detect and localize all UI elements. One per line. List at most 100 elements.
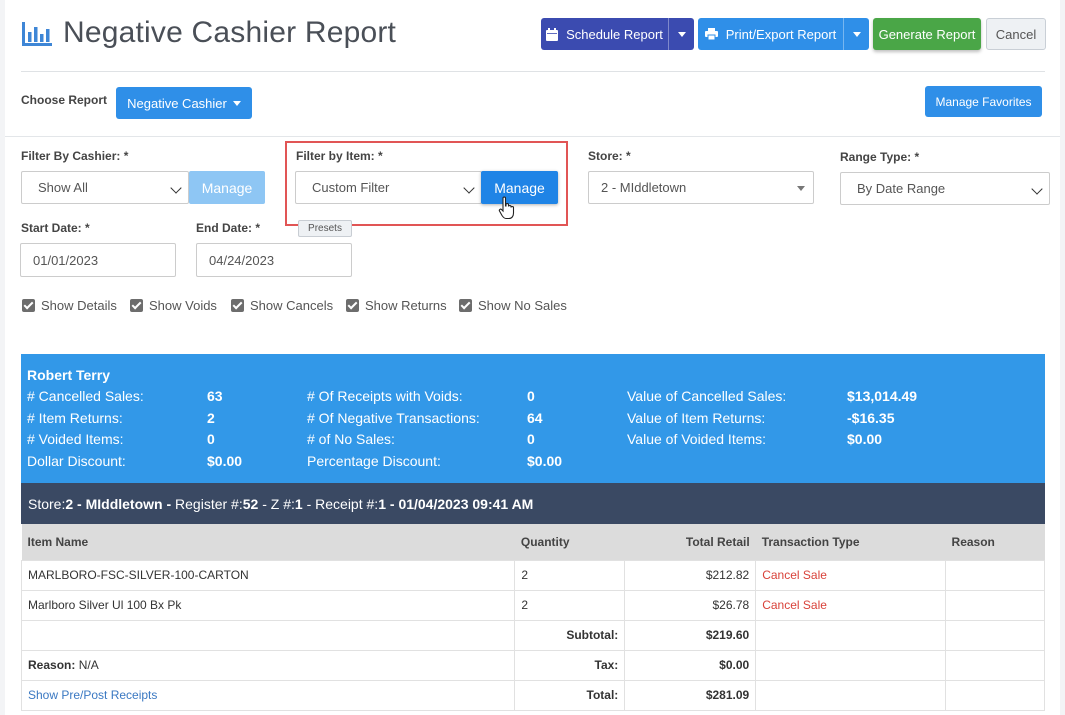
voided-items-value: 0: [207, 431, 215, 447]
manage-cashier-button[interactable]: Manage: [189, 171, 265, 204]
col-reason: Reason: [945, 524, 1045, 560]
receipt-header-bar: Store: 2 - MIddletown - Register #: 52 -…: [21, 483, 1045, 524]
item-name-cell: MARLBORO-FSC-SILVER-100-CARTON: [20, 559, 516, 591]
divider: [21, 71, 1045, 72]
total-label: Total:: [514, 679, 626, 711]
item-returns-label: # Item Returns:: [27, 410, 123, 426]
end-date-label: End Date: *: [196, 221, 261, 235]
cashier-summary-panel: Robert Terry # Cancelled Sales: 63 # Ite…: [21, 354, 1045, 484]
reason-summary-value: N/A: [78, 658, 99, 672]
show-no-sales-checkbox[interactable]: Show No Sales: [459, 298, 567, 313]
presets-button[interactable]: Presets: [298, 220, 352, 237]
manage-favorites-button[interactable]: Manage Favorites: [925, 86, 1042, 117]
divider: [5, 136, 1060, 137]
cancel-button[interactable]: Cancel: [986, 18, 1046, 50]
calendar-icon: [546, 27, 559, 41]
voided-items-label: # Voided Items:: [27, 431, 124, 447]
show-returns-label: Show Returns: [365, 298, 447, 313]
no-sales-label: # of No Sales:: [307, 431, 395, 447]
col-quantity: Quantity: [514, 524, 625, 560]
value-returns-value: -$16.35: [847, 410, 895, 426]
schedule-report-button[interactable]: Schedule Report: [541, 18, 694, 50]
schedule-dropdown-toggle[interactable]: [668, 18, 694, 50]
reason-summary-cell: Reason: N/A: [20, 649, 516, 681]
show-cancels-label: Show Cancels: [250, 298, 334, 313]
store-label: Store: *: [588, 149, 631, 163]
total-row: Show Pre/Post Receipts Total: $281.09: [20, 679, 1045, 711]
choose-report-label: Choose Report: [21, 93, 108, 107]
choose-report-value: Negative Cashier: [127, 95, 227, 111]
show-voids-label: Show Voids: [149, 298, 217, 313]
tax-value: $0.00: [624, 649, 757, 681]
chevron-down-icon: [170, 182, 182, 194]
generate-report-button[interactable]: Generate Report: [873, 18, 981, 50]
show-details-checkbox[interactable]: Show Details: [22, 298, 117, 313]
z-prefix: Z #:: [270, 495, 295, 512]
cashier-select[interactable]: Show All: [21, 171, 189, 204]
chevron-down-icon: [1031, 183, 1043, 195]
receipts-voids-value: 0: [527, 388, 535, 404]
cashier-select-value: Show All: [38, 180, 88, 195]
print-dropdown-toggle[interactable]: [843, 18, 869, 50]
transaction-type-cell: Cancel Sale: [755, 559, 947, 591]
store-select-value: 2 - MIddletown: [601, 180, 687, 195]
print-export-button[interactable]: Print/Export Report: [698, 18, 869, 50]
print-export-label: Print/Export Report: [725, 26, 837, 42]
checkbox-checked-icon: [231, 299, 244, 312]
show-no-sales-label: Show No Sales: [478, 298, 567, 313]
highlight-box: [285, 141, 568, 226]
range-type-select[interactable]: By Date Range: [840, 172, 1050, 205]
col-item-name: Item Name: [21, 524, 515, 560]
receipt-items-table: Item Name Quantity Total Retail Transact…: [20, 524, 1045, 711]
total-retail-cell: $26.78: [624, 589, 757, 621]
filter-cashier-label: Filter By Cashier: *: [21, 149, 129, 163]
range-type-value: By Date Range: [857, 181, 946, 196]
reason-cell: [945, 559, 1045, 591]
subtotal-value: $219.60: [624, 619, 757, 651]
start-date-label: Start Date: *: [21, 221, 90, 235]
bar-chart-icon: [22, 22, 52, 46]
cancelled-sales-label: # Cancelled Sales:: [27, 388, 144, 404]
manage-item-filter-button[interactable]: Manage: [481, 171, 558, 204]
store-select[interactable]: 2 - MIddletown: [588, 171, 814, 204]
tax-row: Reason: N/A Tax: $0.00: [20, 649, 1045, 681]
item-filter-value: Custom Filter: [312, 180, 390, 195]
start-date-input[interactable]: 01/01/2023: [20, 243, 176, 277]
table-row: MARLBORO-FSC-SILVER-100-CARTON 2 $212.82…: [20, 559, 1045, 591]
subtotal-label: Subtotal:: [514, 619, 626, 651]
receipt-datetime: 01/04/2023 09:41 AM: [398, 495, 534, 512]
col-total-retail: Total Retail: [624, 524, 756, 560]
dollar-discount-label: Dollar Discount:: [27, 453, 126, 469]
end-date-input[interactable]: 04/24/2023: [196, 243, 352, 277]
show-cancels-checkbox[interactable]: Show Cancels: [231, 298, 333, 313]
item-name-cell: Marlboro Silver Ul 100 Bx Pk: [20, 589, 516, 621]
cancelled-sales-value: 63: [207, 388, 223, 404]
value-cancelled-value: $13,014.49: [847, 388, 918, 404]
show-pre-post-receipts-link[interactable]: Show Pre/Post Receipts: [28, 688, 158, 702]
item-filter-select[interactable]: Custom Filter: [295, 171, 482, 204]
value-voided-label: Value of Voided Items:: [627, 431, 767, 447]
reason-cell: [945, 589, 1045, 621]
range-type-label: Range Type: *: [840, 150, 920, 164]
page-title: Negative Cashier Report: [63, 16, 397, 49]
printer-icon: [704, 28, 718, 40]
receipts-voids-label: # Of Receipts with Voids:: [307, 388, 463, 404]
item-returns-value: 2: [207, 410, 215, 426]
value-cancelled-label: Value of Cancelled Sales:: [627, 388, 787, 404]
choose-report-dropdown[interactable]: Negative Cashier: [116, 87, 252, 119]
no-sales-value: 0: [527, 431, 535, 447]
percentage-discount-label: Percentage Discount:: [307, 453, 441, 469]
filter-item-label: Filter by Item: *: [296, 149, 383, 163]
col-transaction-type: Transaction Type: [755, 524, 946, 560]
total-value: $281.09: [624, 679, 757, 711]
store-prefix: Store:: [28, 495, 66, 512]
schedule-report-label: Schedule Report: [566, 26, 663, 42]
show-voids-checkbox[interactable]: Show Voids: [130, 298, 217, 313]
reason-summary-label: Reason:: [28, 658, 76, 672]
chevron-down-icon: [232, 100, 241, 106]
report-page: Negative Cashier Report Schedule Report …: [5, 0, 1060, 715]
checkbox-checked-icon: [459, 299, 472, 312]
checkbox-checked-icon: [130, 299, 143, 312]
transaction-type-cell: Cancel Sale: [755, 589, 947, 621]
show-returns-checkbox[interactable]: Show Returns: [346, 298, 447, 313]
